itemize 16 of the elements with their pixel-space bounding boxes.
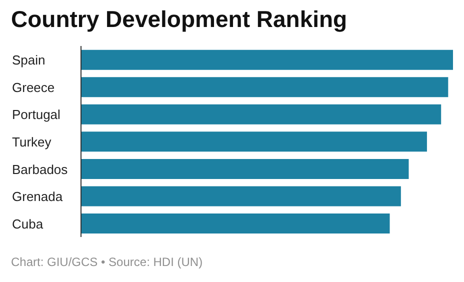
y-tick-label: Spain (12, 52, 46, 68)
y-tick-label: Greece (12, 80, 55, 95)
bar (81, 132, 427, 152)
chart-title: Country Development Ranking (11, 6, 348, 33)
bar (81, 77, 448, 98)
y-tick-label: Portugal (12, 107, 61, 122)
y-tick-label: Cuba (12, 216, 44, 232)
bar (81, 158, 409, 179)
bar (81, 214, 390, 234)
y-tick-label: Turkey (12, 134, 52, 150)
bar (81, 186, 401, 206)
bar (81, 50, 453, 70)
y-tick-label: Grenada (12, 189, 64, 204)
text: Chart: GIU/GCS • Source: HDI (UN) (11, 255, 203, 269)
y-tick-label: Barbados (12, 162, 68, 177)
bar (81, 104, 442, 124)
